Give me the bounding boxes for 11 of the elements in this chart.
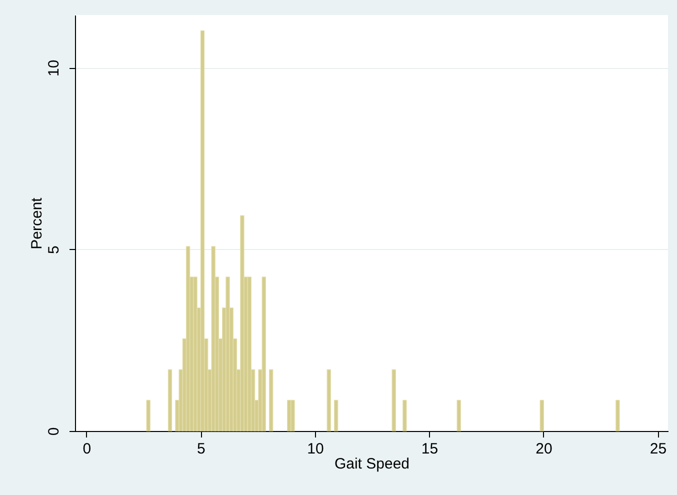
x-tick-label: 0 bbox=[82, 440, 92, 458]
x-tick-label: 10 bbox=[307, 440, 324, 458]
x-tick-label: 5 bbox=[197, 440, 206, 458]
y-tick-label: 5 bbox=[46, 246, 62, 254]
y-axis-title: Percent bbox=[28, 196, 46, 250]
y-tick-label: 0 bbox=[46, 427, 62, 436]
x-tick-label: 20 bbox=[536, 440, 552, 458]
y-tick-label: 10 bbox=[46, 60, 62, 77]
x-tick-label: 15 bbox=[421, 440, 438, 458]
x-axis-title: Gait Speed bbox=[334, 456, 410, 472]
x-tick-label: 25 bbox=[650, 440, 667, 458]
